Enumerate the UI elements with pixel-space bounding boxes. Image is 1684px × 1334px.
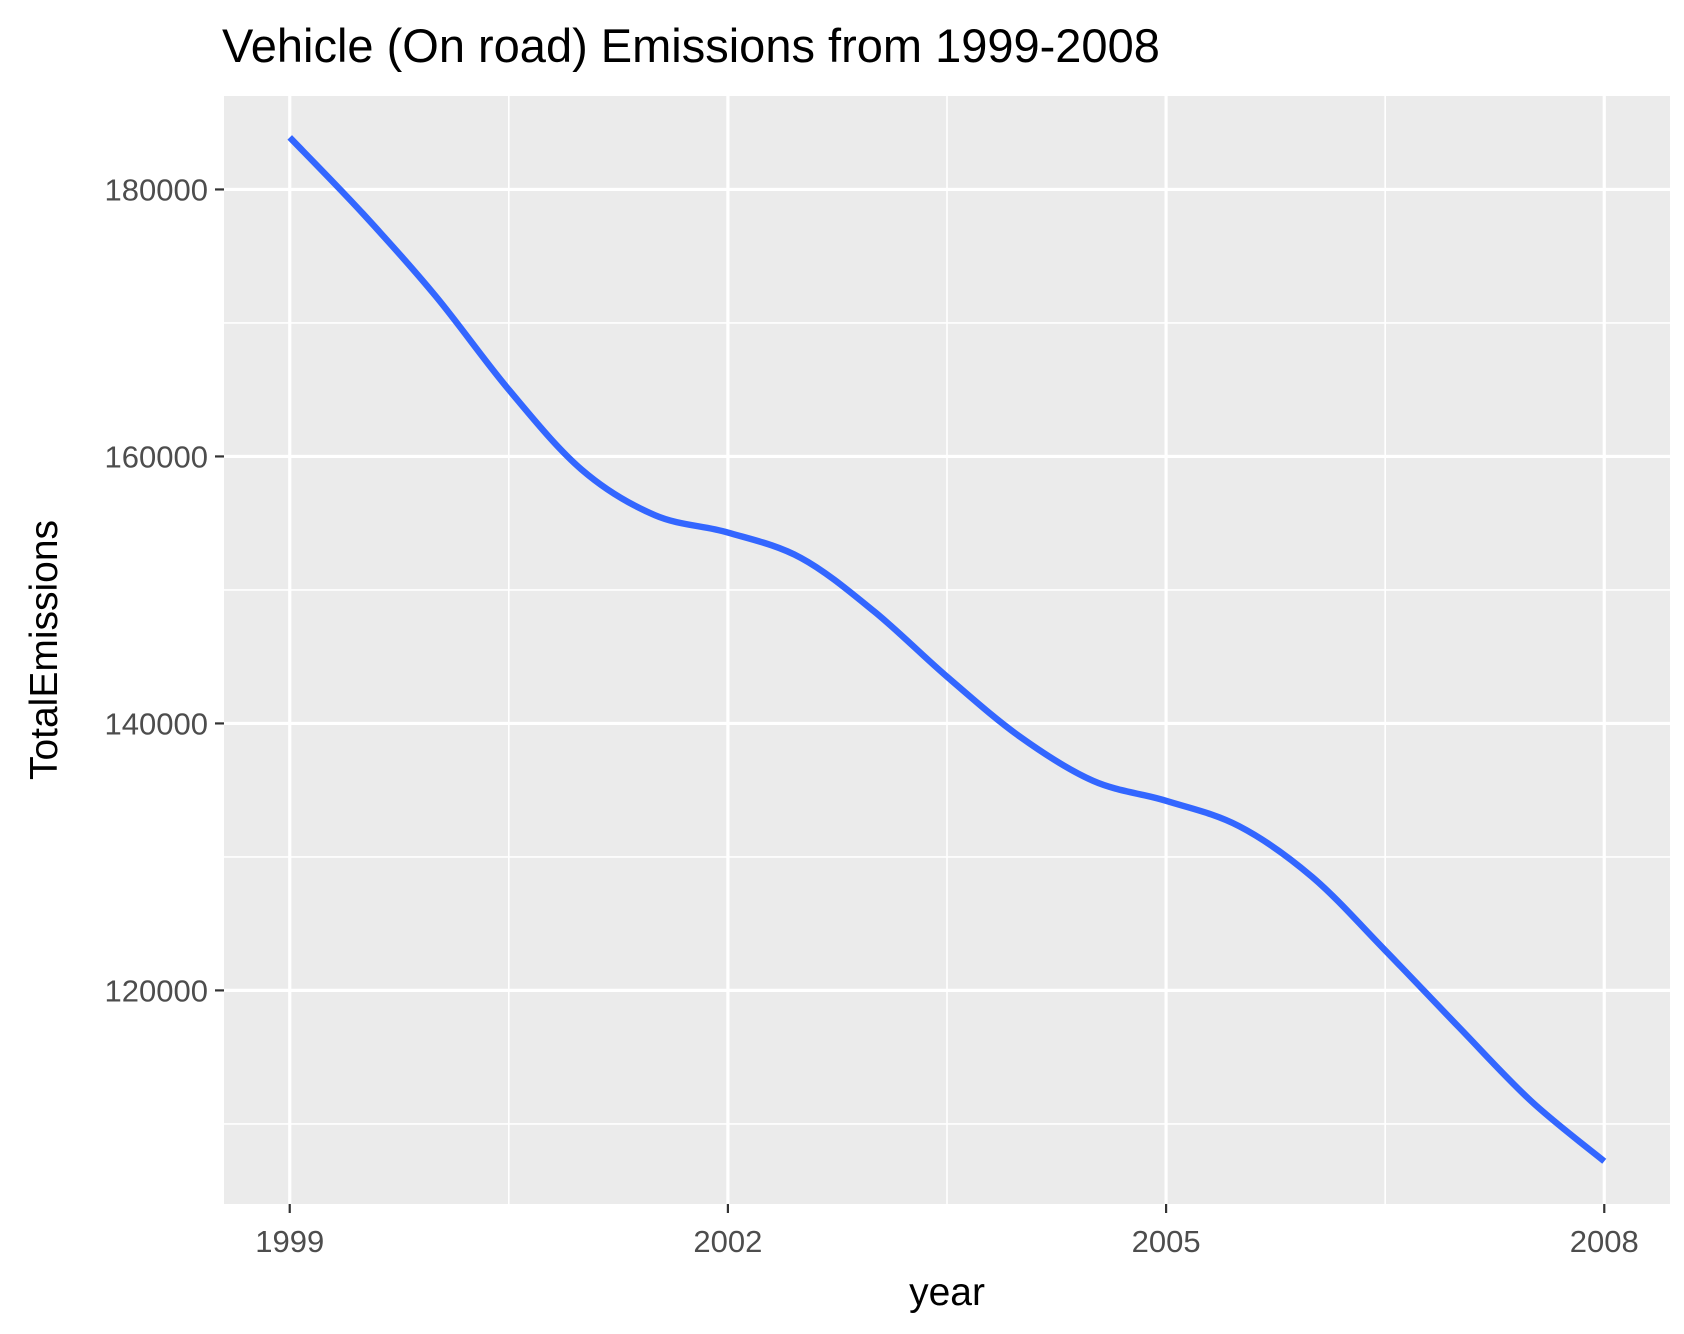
y-tick-label: 120000 bbox=[105, 973, 208, 1008]
x-tick-label: 2008 bbox=[1570, 1224, 1639, 1259]
chart-title: Vehicle (On road) Emissions from 1999-20… bbox=[222, 19, 1160, 72]
series-layer bbox=[287, 135, 1607, 1164]
y-tick-label: 160000 bbox=[105, 439, 208, 474]
minor-gridlines bbox=[224, 96, 1670, 1204]
x-tick-label: 1999 bbox=[255, 1224, 324, 1259]
x-tick-label: 2005 bbox=[1132, 1224, 1201, 1259]
x-axis-title: year bbox=[909, 1271, 985, 1314]
major-gridlines bbox=[224, 96, 1670, 1204]
y-tick-label: 140000 bbox=[105, 706, 208, 741]
y-axis-title: TotalEmissions bbox=[23, 520, 66, 780]
x-tick-label: 2002 bbox=[693, 1224, 762, 1259]
series-line bbox=[287, 135, 1607, 1164]
x-axis: 1999 2002 2005 2008 bbox=[255, 1204, 1639, 1259]
y-axis: 120000 140000 160000 180000 bbox=[105, 172, 224, 1008]
y-tick-label: 180000 bbox=[105, 172, 208, 207]
